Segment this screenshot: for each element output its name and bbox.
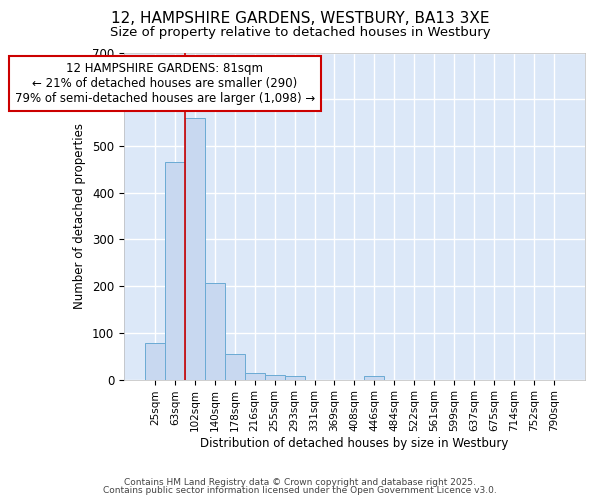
Bar — [145, 343, 165, 380]
Bar — [205, 283, 224, 380]
Text: Contains public sector information licensed under the Open Government Licence v3: Contains public sector information licen… — [103, 486, 497, 495]
Bar — [265, 375, 284, 380]
Bar — [364, 376, 385, 380]
Bar — [224, 354, 245, 380]
Text: 12 HAMPSHIRE GARDENS: 81sqm
← 21% of detached houses are smaller (290)
79% of se: 12 HAMPSHIRE GARDENS: 81sqm ← 21% of det… — [14, 62, 315, 105]
Bar — [165, 162, 185, 380]
Y-axis label: Number of detached properties: Number of detached properties — [73, 123, 86, 309]
Text: Contains HM Land Registry data © Crown copyright and database right 2025.: Contains HM Land Registry data © Crown c… — [124, 478, 476, 487]
Text: Size of property relative to detached houses in Westbury: Size of property relative to detached ho… — [110, 26, 490, 39]
Bar — [185, 118, 205, 380]
Bar — [245, 372, 265, 380]
Text: 12, HAMPSHIRE GARDENS, WESTBURY, BA13 3XE: 12, HAMPSHIRE GARDENS, WESTBURY, BA13 3X… — [111, 11, 489, 26]
Bar — [284, 376, 305, 380]
X-axis label: Distribution of detached houses by size in Westbury: Distribution of detached houses by size … — [200, 437, 509, 450]
